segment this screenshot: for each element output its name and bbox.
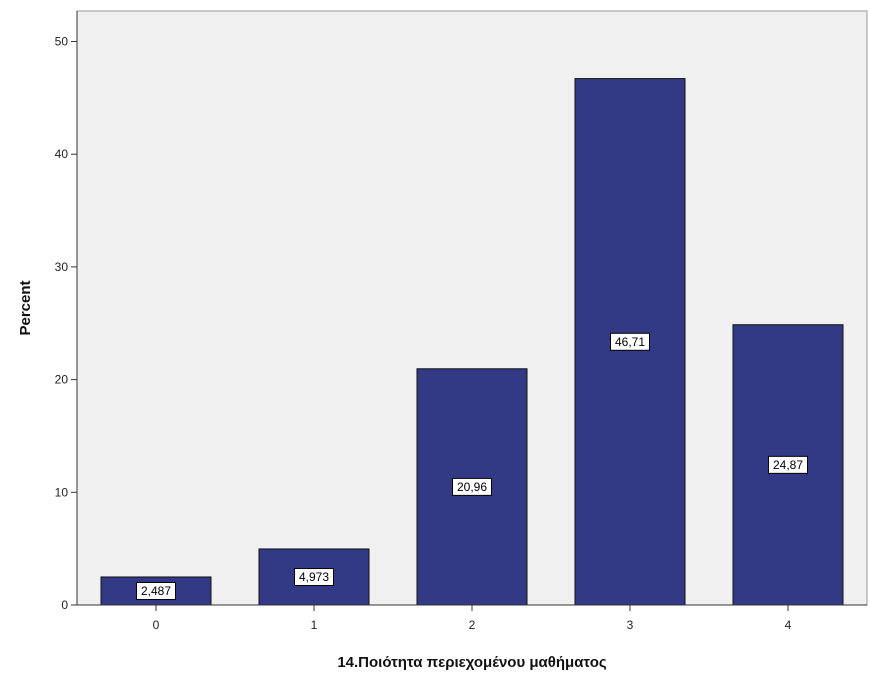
- data-label: 20,96: [457, 480, 487, 494]
- data-label-box: [768, 455, 808, 474]
- y-tick-label: 10: [55, 485, 69, 499]
- data-label: 2,487: [141, 584, 171, 598]
- x-tick-label: 2: [469, 618, 476, 632]
- y-tick-label: 30: [55, 260, 69, 274]
- y-axis-title: Percent: [17, 280, 34, 335]
- x-axis-title: 14.Ποιότητα περιεχομένου μαθήματος: [337, 654, 607, 671]
- y-tick-label: 50: [55, 35, 69, 49]
- data-label-box: [294, 567, 334, 586]
- x-tick-label: 4: [785, 618, 792, 632]
- x-tick-label: 1: [311, 618, 318, 632]
- y-tick-label: 20: [55, 373, 69, 387]
- data-label: 46,71: [615, 335, 645, 349]
- data-label-box: [452, 477, 492, 496]
- x-tick-label: 3: [627, 618, 634, 632]
- x-tick-label: 0: [153, 618, 160, 632]
- data-label: 4,973: [299, 570, 329, 584]
- data-label-box: [610, 332, 650, 351]
- y-tick-label: 40: [55, 147, 69, 161]
- y-tick-label: 0: [61, 598, 68, 612]
- data-label-box: [136, 581, 176, 600]
- data-label: 24,87: [773, 458, 803, 472]
